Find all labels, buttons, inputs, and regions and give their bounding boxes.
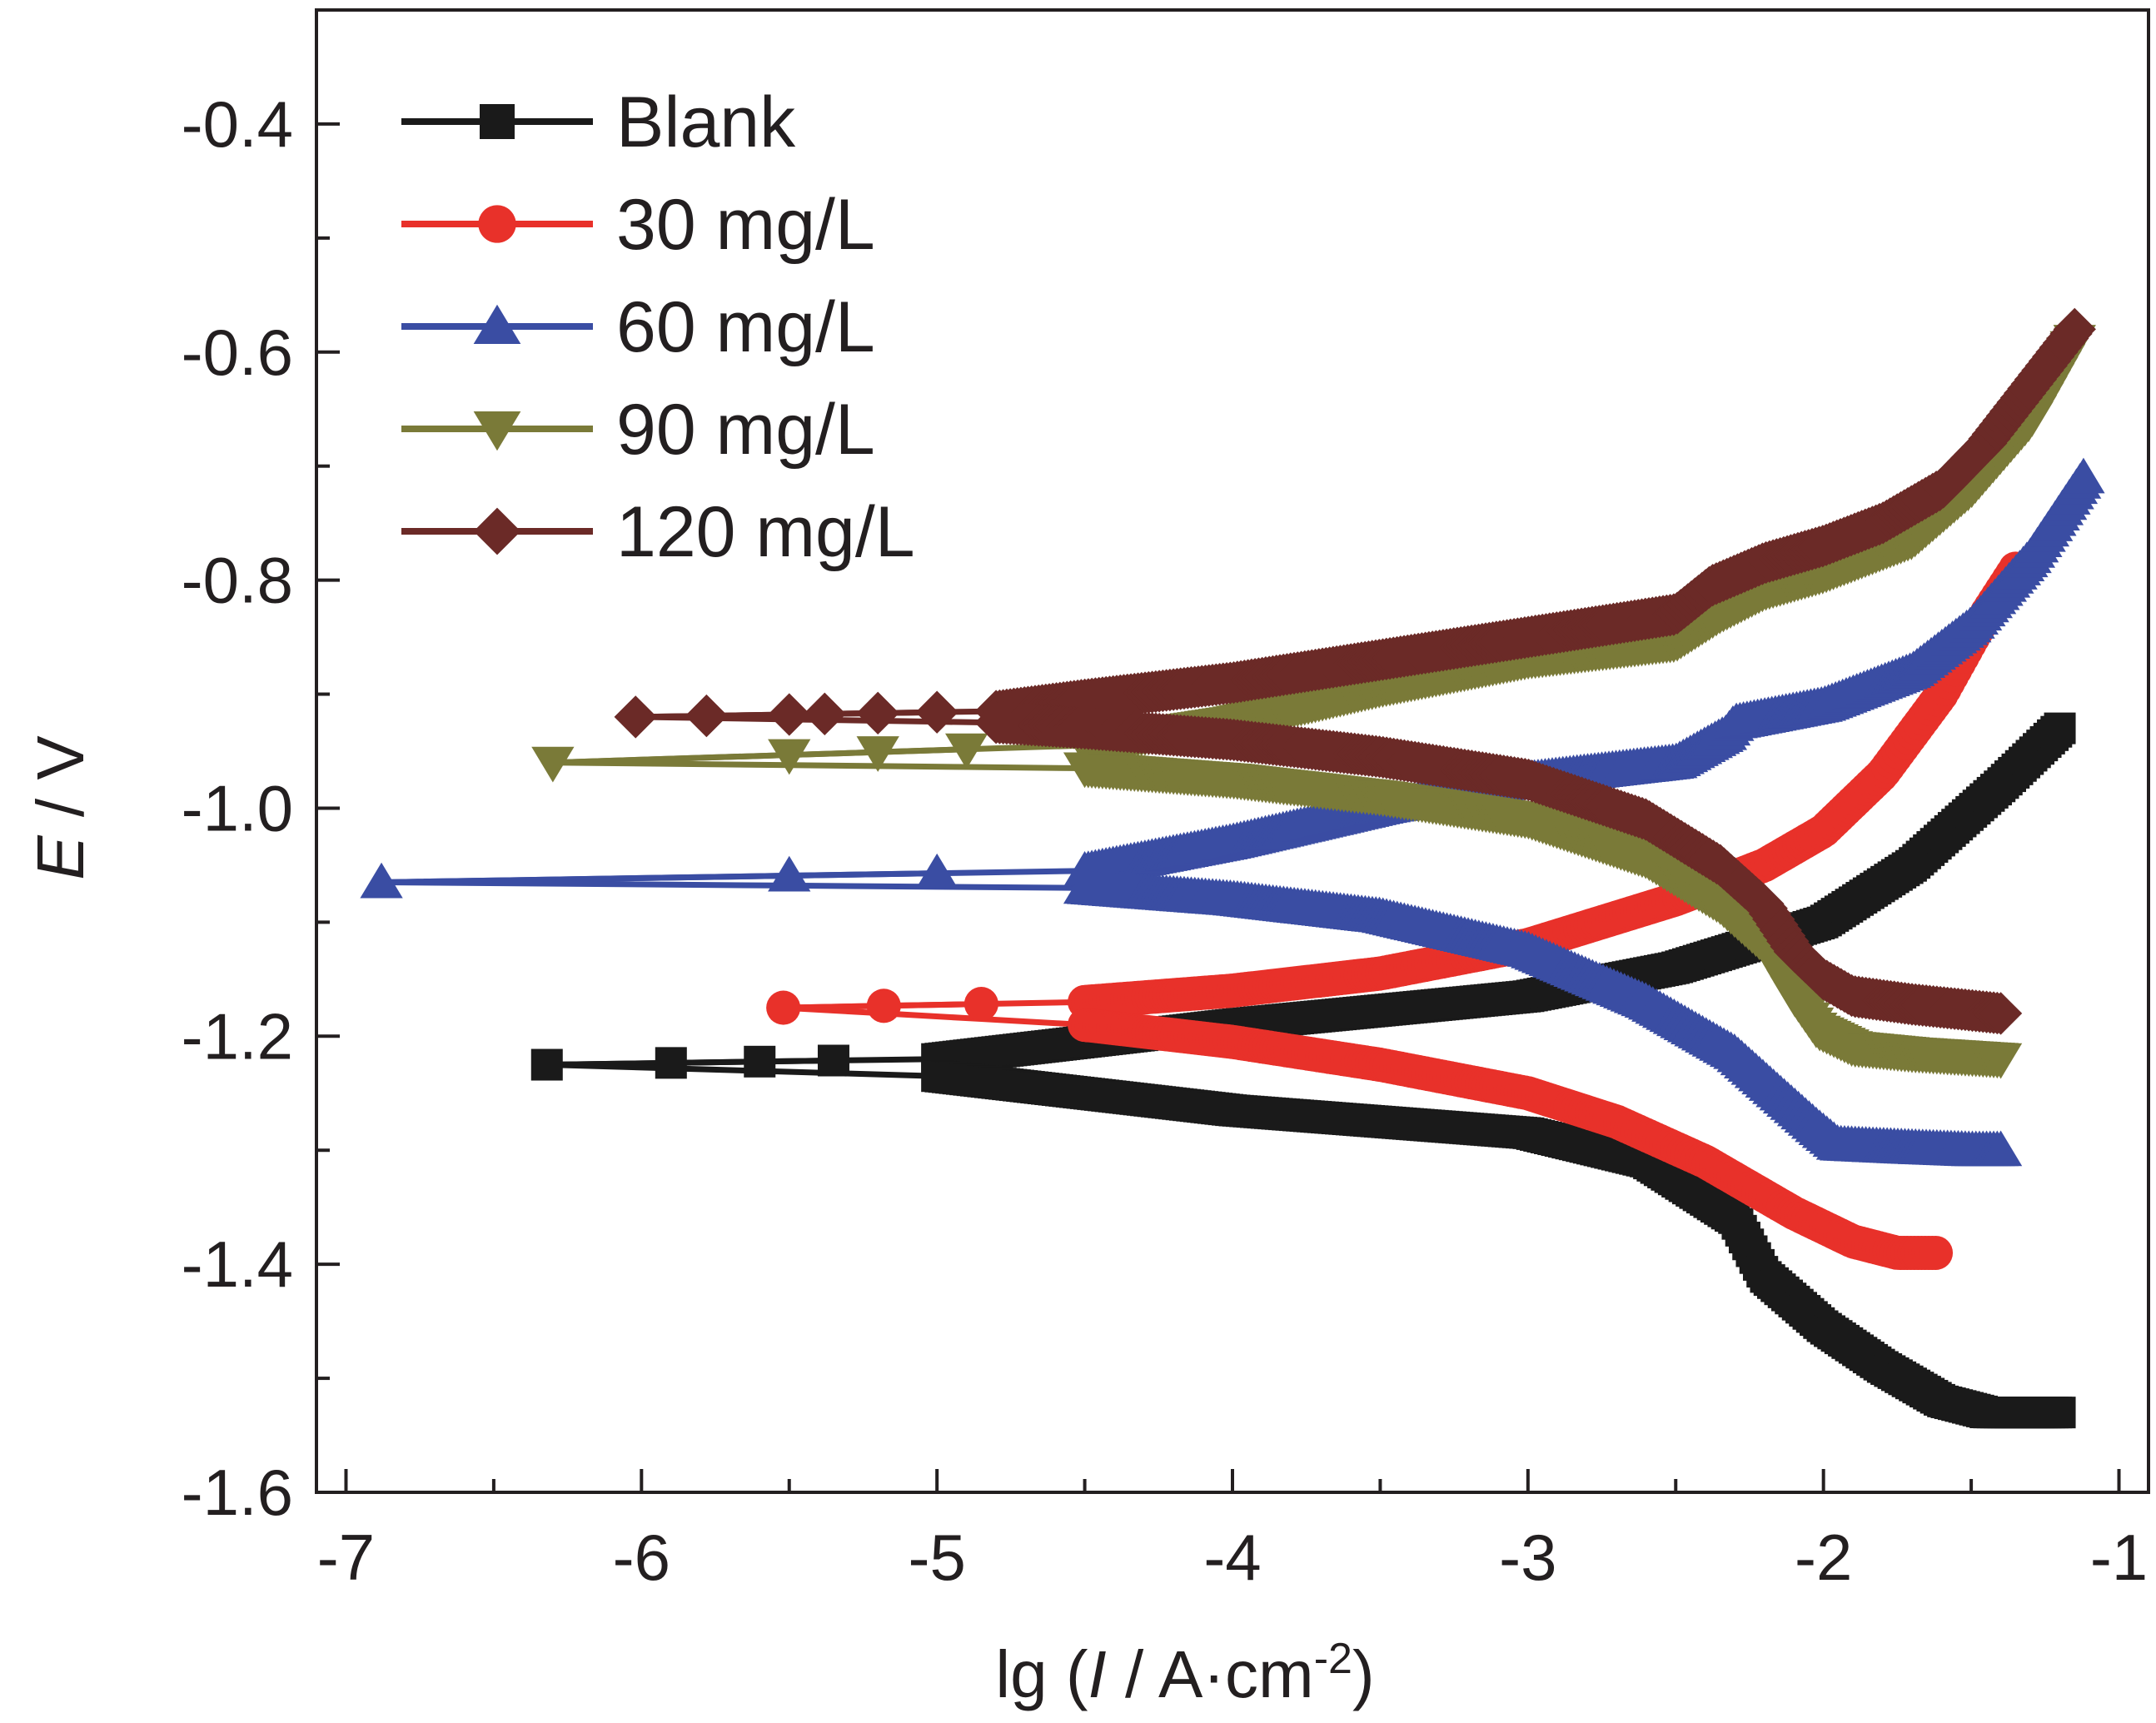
legend-item-120-mg-l: 120 mg/L: [401, 492, 915, 572]
x-tick-label: -5: [908, 1521, 965, 1594]
series-120-mg-l-point: [685, 694, 729, 738]
legend-item-120-mg-l-marker: [473, 507, 521, 555]
series-120-mg-l-point: [915, 690, 958, 734]
series-30-mg-l-point: [866, 988, 901, 1023]
series-120-mg-l-point: [803, 692, 846, 735]
series-30-mg-l-point: [766, 990, 801, 1025]
y-axis-title-italic: E: [23, 834, 97, 880]
series-120-mg-l-point: [2053, 307, 2096, 351]
series-blank-point: [2044, 1397, 2076, 1429]
y-tick-label: -1.4: [182, 1228, 293, 1301]
x-tick-label: -2: [1795, 1521, 1852, 1594]
series-60-mg-l-cathodic-markers: [1063, 868, 2023, 1167]
series-30-mg-l-cathodic-markers: [1068, 1008, 1954, 1270]
y-tick-label: -1.2: [182, 999, 293, 1073]
legend-item-30-mg-l-label: 30 mg/L: [616, 185, 875, 265]
y-tick-label: -0.4: [182, 87, 293, 161]
series-120-mg-l-point: [614, 695, 657, 739]
series-90-mg-l-point: [768, 739, 811, 775]
x-axis-title: lg (I / A·cm-2): [995, 1635, 1374, 1711]
series-blank-cathodic-markers: [921, 1060, 2076, 1429]
series-60-mg-l-point: [915, 853, 958, 889]
series-blank-point: [530, 1048, 563, 1081]
y-axis-title: E / V: [23, 735, 97, 880]
series-markers: [360, 307, 2105, 1429]
series-90-mg-l-cathodic-markers: [1063, 752, 2023, 1079]
x-axis-title-superscript: -2: [1314, 1635, 1352, 1683]
legend-item-90-mg-l-label: 90 mg/L: [616, 390, 875, 470]
series-blank-point: [2044, 712, 2076, 744]
series-90-mg-l-point: [531, 746, 575, 783]
legend-item-60-mg-l: 60 mg/L: [401, 287, 875, 367]
x-tick-label: -6: [613, 1521, 670, 1594]
series-blank-point: [744, 1045, 776, 1078]
legend-item-90-mg-l-marker: [473, 411, 521, 451]
y-tick-label: -0.6: [182, 316, 293, 389]
series-60-mg-l-point: [768, 855, 811, 892]
legend-item-60-mg-l-label: 60 mg/L: [616, 287, 875, 367]
tick-labels: -7 -6 -5 -4 -3 -2 -1 -1.6 -1.4 -1.2 -1.0 -0.8 -0.6 -0…: [182, 87, 2149, 1594]
series-90-mg-l-point: [856, 736, 899, 772]
series-60-mg-l-point: [360, 862, 403, 899]
x-axis-title-italic: I: [1088, 1637, 1107, 1711]
y-tick-label: -1.0: [182, 771, 293, 844]
x-axis-title-prefix: lg (: [995, 1637, 1088, 1711]
y-tick-label: -0.8: [182, 544, 293, 617]
plot-frame: [315, 8, 2150, 1494]
series-60-mg-l-point: [1979, 1130, 2023, 1167]
legend-item-90-mg-l: 90 mg/L: [401, 390, 875, 470]
x-tick-label: -3: [1499, 1521, 1556, 1594]
series-30-mg-l-point: [1918, 1235, 1954, 1270]
series-120-mg-l-point: [856, 691, 899, 735]
y-tick-label: -1.6: [182, 1456, 293, 1529]
legend-item-blank-label: Blank: [616, 82, 796, 162]
legend-item-120-mg-l-label: 120 mg/L: [616, 492, 915, 572]
legend-item-blank: Blank: [401, 82, 796, 162]
y-axis-title-unit: / V: [23, 735, 97, 836]
plot-area: [360, 307, 2105, 1429]
x-axis-title-suffix: ): [1352, 1637, 1375, 1711]
series-blank-point: [655, 1047, 687, 1079]
x-axis-title-unit: / A·cm: [1107, 1637, 1314, 1711]
legend: Blank 30 mg/L 60 mg/L 90 mg/L 120 mg/L: [401, 82, 915, 572]
series-120-mg-l-point: [768, 693, 811, 736]
legend-item-30-mg-l-marker: [478, 205, 516, 243]
series-90-mg-l-point: [1979, 1043, 2023, 1079]
series-90-mg-l-point: [944, 733, 988, 769]
legend-item-30-mg-l: 30 mg/L: [401, 185, 875, 265]
series-30-mg-l-point: [963, 987, 998, 1022]
series-blank-point: [817, 1044, 849, 1077]
x-tick-label: -1: [2090, 1521, 2148, 1594]
series-120-mg-l-anodic-markers: [974, 307, 2096, 733]
series-120-mg-l-point: [1979, 992, 2023, 1035]
legend-item-60-mg-l-marker: [473, 304, 521, 344]
series-60-mg-l-point: [2062, 457, 2105, 494]
legend-item-blank-marker: [480, 104, 515, 139]
x-tick-label: -4: [1203, 1521, 1261, 1594]
x-tick-label: -7: [317, 1521, 375, 1594]
series-120-mg-l-cathodic-markers: [974, 701, 2023, 1035]
